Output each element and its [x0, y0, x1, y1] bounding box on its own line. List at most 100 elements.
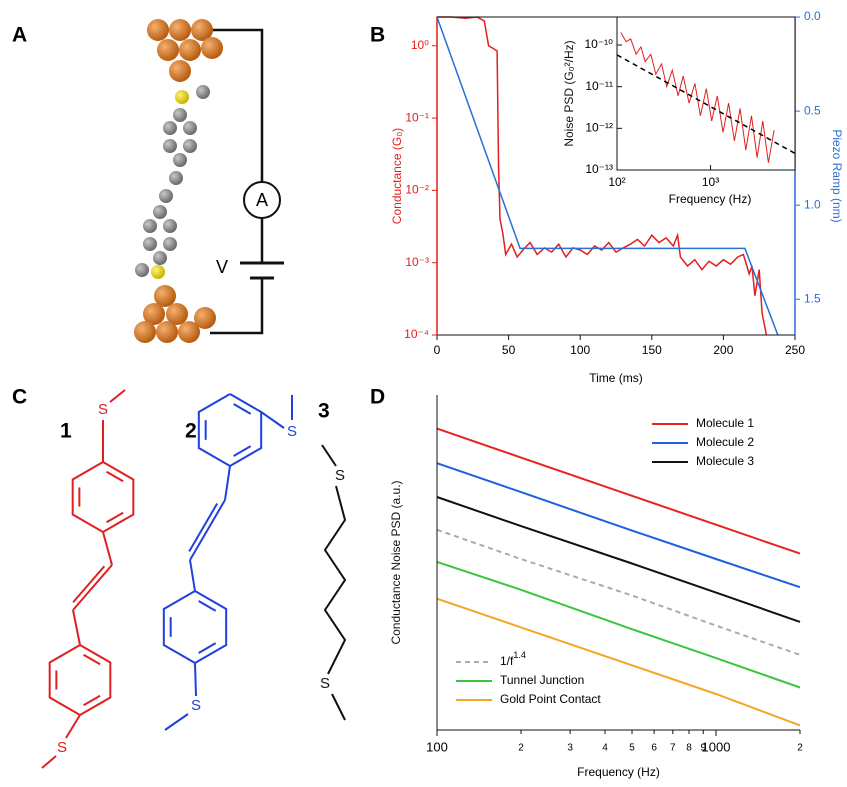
data-line — [437, 16, 768, 336]
junction-diagram: A V — [134, 19, 284, 343]
y-tick-label: 10⁻¹² — [585, 121, 613, 135]
x-tick-label: 50 — [502, 343, 516, 357]
data-line — [436, 496, 801, 623]
wire — [210, 278, 264, 335]
atom — [163, 219, 177, 233]
bond — [224, 465, 231, 501]
atom — [134, 321, 156, 343]
bond — [162, 590, 228, 665]
y-axis-title: Noise PSD (G₀²/Hz) — [562, 40, 576, 146]
bond — [189, 499, 226, 561]
bond — [198, 600, 217, 612]
panel-label: D — [370, 386, 385, 409]
atom — [153, 251, 167, 265]
inset-background — [617, 17, 795, 170]
bond — [321, 444, 337, 467]
bond — [323, 485, 347, 675]
y-tick-label: 10⁰ — [411, 38, 429, 52]
legend-name: Molecule 1 — [696, 416, 754, 430]
atom — [169, 60, 191, 82]
bond — [331, 693, 346, 721]
atom — [201, 37, 223, 59]
y-tick-label: 10⁻¹¹ — [585, 79, 613, 93]
atom — [166, 303, 188, 325]
atom — [143, 303, 165, 325]
bond — [48, 644, 112, 717]
data-line — [436, 16, 779, 336]
data-line — [436, 528, 801, 656]
compound-label: 2 — [185, 420, 197, 443]
atom — [183, 121, 197, 135]
atom — [169, 19, 191, 41]
legend-label: Tunnel Junction — [500, 673, 584, 687]
x-tick-label: 4 — [602, 743, 608, 754]
atom — [183, 139, 197, 153]
x-axis-title: Frequency (Hz) — [669, 192, 752, 206]
atom — [143, 237, 157, 251]
panel-label: B — [370, 24, 385, 47]
molecule-structures: 1 2 3 S S S S S S — [41, 389, 347, 769]
data-line — [436, 462, 801, 589]
wire — [212, 28, 264, 182]
bond — [83, 694, 101, 707]
bond — [233, 403, 252, 415]
data-line — [620, 32, 775, 163]
atom — [178, 321, 200, 343]
bond — [71, 461, 135, 534]
bond — [197, 393, 263, 468]
data-line — [436, 427, 801, 555]
voltage-label: V — [216, 257, 228, 277]
bond — [72, 609, 81, 646]
atom — [196, 85, 210, 99]
bond — [198, 642, 217, 654]
x-tick-label: 5 — [629, 743, 635, 754]
y2-tick-label: 1.0 — [804, 197, 821, 211]
bond — [72, 565, 106, 603]
sulfur-label: S — [335, 467, 345, 484]
bond — [260, 411, 285, 429]
data-line — [436, 560, 801, 689]
bond — [83, 653, 101, 666]
x-tick-label: 100 — [426, 739, 448, 754]
y-tick-label: 10⁻² — [405, 183, 429, 197]
x-tick-label: 150 — [642, 343, 662, 357]
bond — [106, 511, 124, 524]
bond — [72, 564, 113, 611]
bond — [233, 445, 252, 457]
compound-label: 3 — [318, 400, 330, 423]
bond — [41, 755, 57, 769]
x-tick-label: 200 — [713, 343, 733, 357]
atom — [157, 39, 179, 61]
bond — [102, 531, 113, 566]
legend-name: Molecule 3 — [696, 454, 754, 468]
y-axis-title: Conductance Noise PSD (a.u.) — [389, 480, 403, 644]
atom — [175, 90, 189, 104]
sulfur-label: S — [98, 401, 108, 418]
x-tick-label: 2 — [518, 743, 524, 754]
sulfur-label: S — [57, 739, 67, 756]
sulfur-label: S — [191, 697, 201, 714]
x-tick-label: 0 — [434, 343, 441, 357]
atom — [169, 171, 183, 185]
x-tick-label: 6 — [651, 743, 657, 754]
legend-name: Tunnel Junction — [500, 673, 584, 687]
x-tick-label: 8 — [686, 743, 692, 754]
inset-frame — [616, 16, 796, 171]
x-tick-label: 7 — [670, 743, 676, 754]
legend-name: Molecule 2 — [696, 435, 754, 449]
atom — [173, 108, 187, 122]
sulfur-label: S — [287, 423, 297, 440]
atom — [147, 19, 169, 41]
data-line — [436, 597, 801, 727]
legend-label: Molecule 2 — [696, 435, 754, 449]
bond — [189, 559, 196, 592]
bond — [194, 662, 197, 697]
y-tick-label: 10⁻¹ — [405, 110, 429, 124]
x-tick-label: 10² — [608, 175, 625, 189]
x-tick-label: 100 — [570, 343, 590, 357]
atom — [143, 219, 157, 233]
bond — [164, 713, 189, 731]
legend-label: Molecule 1 — [696, 416, 754, 430]
x-tick-label: 9 — [700, 743, 706, 754]
